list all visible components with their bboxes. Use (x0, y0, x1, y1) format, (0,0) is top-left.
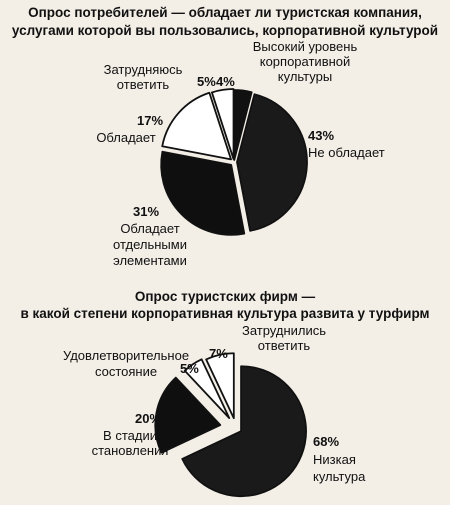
chart1-label-high-line3: культуры (278, 69, 332, 84)
chart1-label-partial-line3: элементами (113, 253, 187, 268)
chart1-pct-not: 43% (308, 128, 334, 143)
chart1-label-unsure-line2: ответить (117, 77, 170, 92)
chart1-label-unsure-line1: Затрудняюсь (104, 62, 183, 77)
chart2-slice-1 (154, 376, 222, 454)
chart1-slice-4 (211, 88, 235, 160)
chart2-label-forming-line2: становления (92, 443, 169, 458)
chart2-slice-2 (183, 358, 231, 419)
chart1-slice-3 (161, 91, 232, 161)
chart2-title-line2: в какой степени корпоративная культура р… (20, 306, 429, 321)
chart2-label-forming-line1: В стадии (103, 428, 157, 443)
chart1-label-has: Обладает (96, 130, 155, 145)
chart2-pie (154, 352, 307, 498)
chart2-slice-0 (181, 365, 307, 498)
chart1-label-high-line2: корпоративной (260, 54, 351, 69)
chart1-pct-unsure: 5% (197, 74, 216, 89)
chart2-title-line1: Опрос туристских фирм — (135, 289, 316, 304)
chart1-label-not: Не обладает (308, 145, 385, 160)
chart1-label-partial-line1: Обладает (120, 221, 179, 236)
chart1-title-line2: услугами которой вы пользовались, корпор… (12, 23, 438, 38)
chart1-pct-high: 4% (216, 74, 235, 89)
chart2-pct-satisfactory: 5% (180, 361, 199, 376)
chart1-pct-partial: 31% (133, 204, 159, 219)
chart2-label-unsure-line2: ответить (258, 338, 311, 353)
chart1-pie (160, 88, 308, 236)
chart2-label-low-line2: культура (313, 469, 366, 484)
chart2-label-unsure-line1: Затруднились (242, 323, 326, 338)
chart2-label-satisfactory-line2: состояние (95, 364, 157, 379)
chart2-label-low-line1: Низкая (313, 452, 356, 467)
chart2-labels: 68% Низкая культура 20% В стадии становл… (63, 323, 366, 484)
chart1-label-high-line1: Высокий уровень (253, 39, 358, 54)
chart2-pct-low: 68% (313, 434, 339, 449)
chart2-slice-3 (205, 352, 235, 420)
chart1-labels: 4% Высокий уровень корпоративной культур… (96, 39, 384, 268)
chart1-slice-1 (236, 93, 308, 232)
chart2-label-satisfactory-line1: Удовлетворительное (63, 348, 189, 363)
chart1-pct-has: 17% (137, 113, 163, 128)
chart1-slice-2 (160, 150, 246, 236)
chart1-title-line1: Опрос потребителей — обладает ли туристс… (28, 5, 422, 20)
chart2-pct-forming: 20% (135, 411, 161, 426)
chart1-label-partial-line2: отдельными (113, 237, 187, 252)
chart2-pct-unsure: 7% (209, 346, 228, 361)
